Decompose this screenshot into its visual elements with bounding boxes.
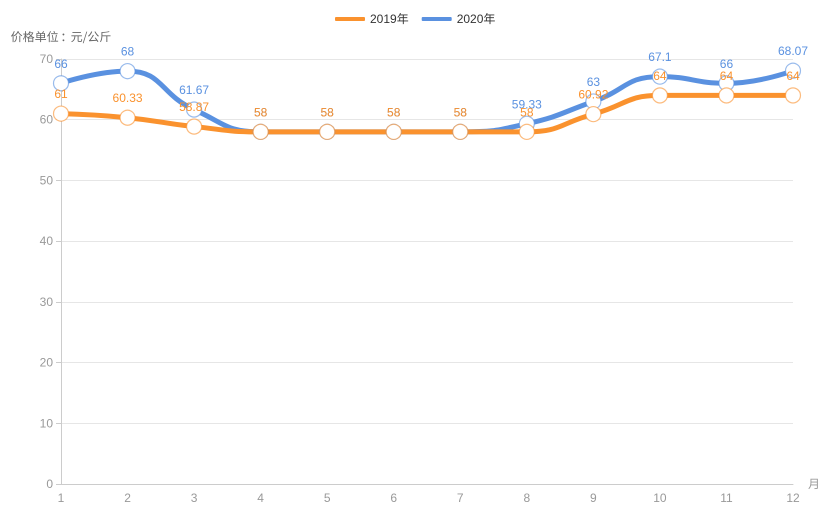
svg-text:3: 3 xyxy=(191,491,198,505)
svg-text:58: 58 xyxy=(454,105,468,119)
svg-text:0: 0 xyxy=(46,477,53,491)
svg-text:58: 58 xyxy=(254,105,268,119)
svg-text:9: 9 xyxy=(590,491,597,505)
svg-text:60.92: 60.92 xyxy=(578,88,608,102)
svg-text:66: 66 xyxy=(54,57,68,71)
svg-text:60: 60 xyxy=(40,113,54,127)
svg-text:63: 63 xyxy=(587,75,601,89)
svg-text:60.33: 60.33 xyxy=(113,91,143,105)
svg-text:58: 58 xyxy=(321,105,335,119)
svg-text:58: 58 xyxy=(321,105,335,119)
svg-text:20: 20 xyxy=(40,356,54,370)
svg-text:67.1: 67.1 xyxy=(648,50,672,64)
svg-text:59.33: 59.33 xyxy=(512,97,542,111)
svg-text:30: 30 xyxy=(40,295,54,309)
svg-text:58.87: 58.87 xyxy=(179,100,209,114)
svg-text:64: 64 xyxy=(786,69,800,83)
svg-text:50: 50 xyxy=(40,173,54,187)
svg-text:6: 6 xyxy=(390,491,397,505)
svg-text:2020: 2020 xyxy=(457,12,484,26)
svg-text:58: 58 xyxy=(520,105,534,119)
svg-text:58: 58 xyxy=(254,105,268,119)
svg-text:11: 11 xyxy=(720,491,733,505)
svg-text:2019: 2019 xyxy=(370,12,397,26)
svg-text:7: 7 xyxy=(457,491,464,505)
svg-text:40: 40 xyxy=(40,234,54,248)
svg-text:2: 2 xyxy=(124,491,131,505)
svg-text:10: 10 xyxy=(40,416,54,430)
svg-text:70: 70 xyxy=(40,52,54,66)
svg-text:61.67: 61.67 xyxy=(179,83,209,97)
svg-text:61: 61 xyxy=(54,87,68,101)
svg-text:4: 4 xyxy=(257,491,264,505)
svg-text:58: 58 xyxy=(454,105,468,119)
svg-text:5: 5 xyxy=(324,491,331,505)
svg-text:1: 1 xyxy=(58,491,65,505)
svg-text:64: 64 xyxy=(720,69,734,83)
svg-text:58: 58 xyxy=(387,105,401,119)
svg-text:66: 66 xyxy=(720,57,734,71)
svg-text:68.07: 68.07 xyxy=(778,44,808,58)
svg-text:12: 12 xyxy=(786,491,800,505)
svg-text:68: 68 xyxy=(121,45,135,59)
svg-text:64: 64 xyxy=(653,69,667,83)
svg-text:8: 8 xyxy=(523,491,530,505)
svg-text:10: 10 xyxy=(653,491,667,505)
svg-text:58: 58 xyxy=(387,105,401,119)
